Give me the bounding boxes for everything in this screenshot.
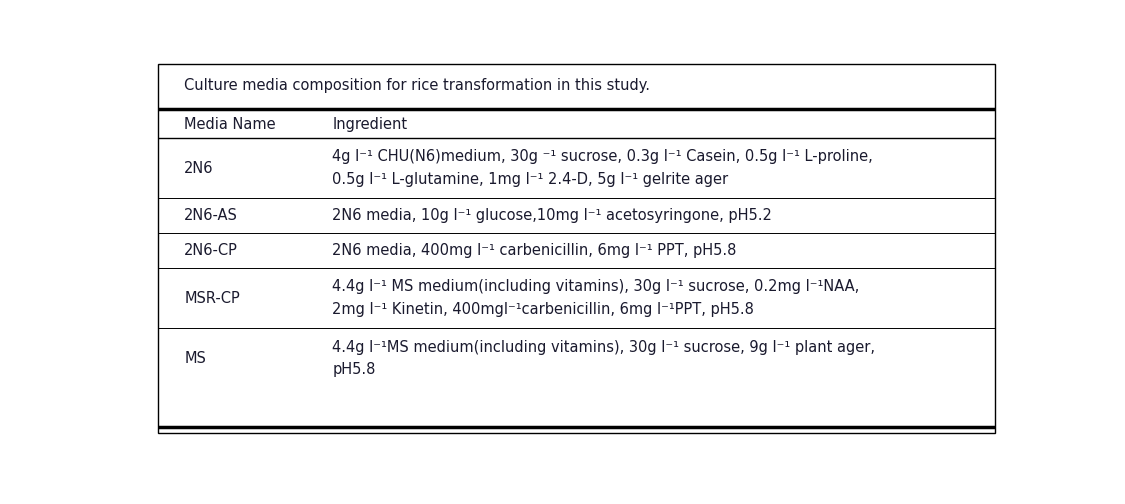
Text: 2N6-AS: 2N6-AS xyxy=(184,208,238,223)
Text: Ingredient: Ingredient xyxy=(333,117,407,132)
Text: Media Name: Media Name xyxy=(184,117,276,132)
Text: 2N6 media, 400mg l⁻¹ carbenicillin, 6mg l⁻¹ PPT, pH5.8: 2N6 media, 400mg l⁻¹ carbenicillin, 6mg … xyxy=(333,243,737,258)
Text: 2mg l⁻¹ Kinetin, 400mgl⁻¹carbenicillin, 6mg l⁻¹PPT, pH5.8: 2mg l⁻¹ Kinetin, 400mgl⁻¹carbenicillin, … xyxy=(333,302,754,317)
Text: 2N6: 2N6 xyxy=(184,161,214,176)
Text: 2N6-CP: 2N6-CP xyxy=(184,243,238,258)
Text: 4g l⁻¹ CHU(N6)medium, 30g ⁻¹ sucrose, 0.3g l⁻¹ Casein, 0.5g l⁻¹ L-proline,: 4g l⁻¹ CHU(N6)medium, 30g ⁻¹ sucrose, 0.… xyxy=(333,149,873,164)
Text: 2N6 media, 10g l⁻¹ glucose,10mg l⁻¹ acetosyringone, pH5.2: 2N6 media, 10g l⁻¹ glucose,10mg l⁻¹ acet… xyxy=(333,208,772,223)
Text: MS: MS xyxy=(184,351,206,366)
FancyBboxPatch shape xyxy=(158,65,996,433)
Text: Culture media composition for rice transformation in this study.: Culture media composition for rice trans… xyxy=(184,78,650,93)
Text: pH5.8: pH5.8 xyxy=(333,362,376,377)
Text: 4.4g l⁻¹MS medium(including vitamins), 30g l⁻¹ sucrose, 9g l⁻¹ plant ager,: 4.4g l⁻¹MS medium(including vitamins), 3… xyxy=(333,340,875,355)
Text: MSR-CP: MSR-CP xyxy=(184,291,240,306)
Text: 0.5g l⁻¹ L-glutamine, 1mg l⁻¹ 2.4-D, 5g l⁻¹ gelrite ager: 0.5g l⁻¹ L-glutamine, 1mg l⁻¹ 2.4-D, 5g … xyxy=(333,172,729,187)
Text: 4.4g l⁻¹ MS medium(including vitamins), 30g l⁻¹ sucrose, 0.2mg l⁻¹NAA,: 4.4g l⁻¹ MS medium(including vitamins), … xyxy=(333,279,860,294)
